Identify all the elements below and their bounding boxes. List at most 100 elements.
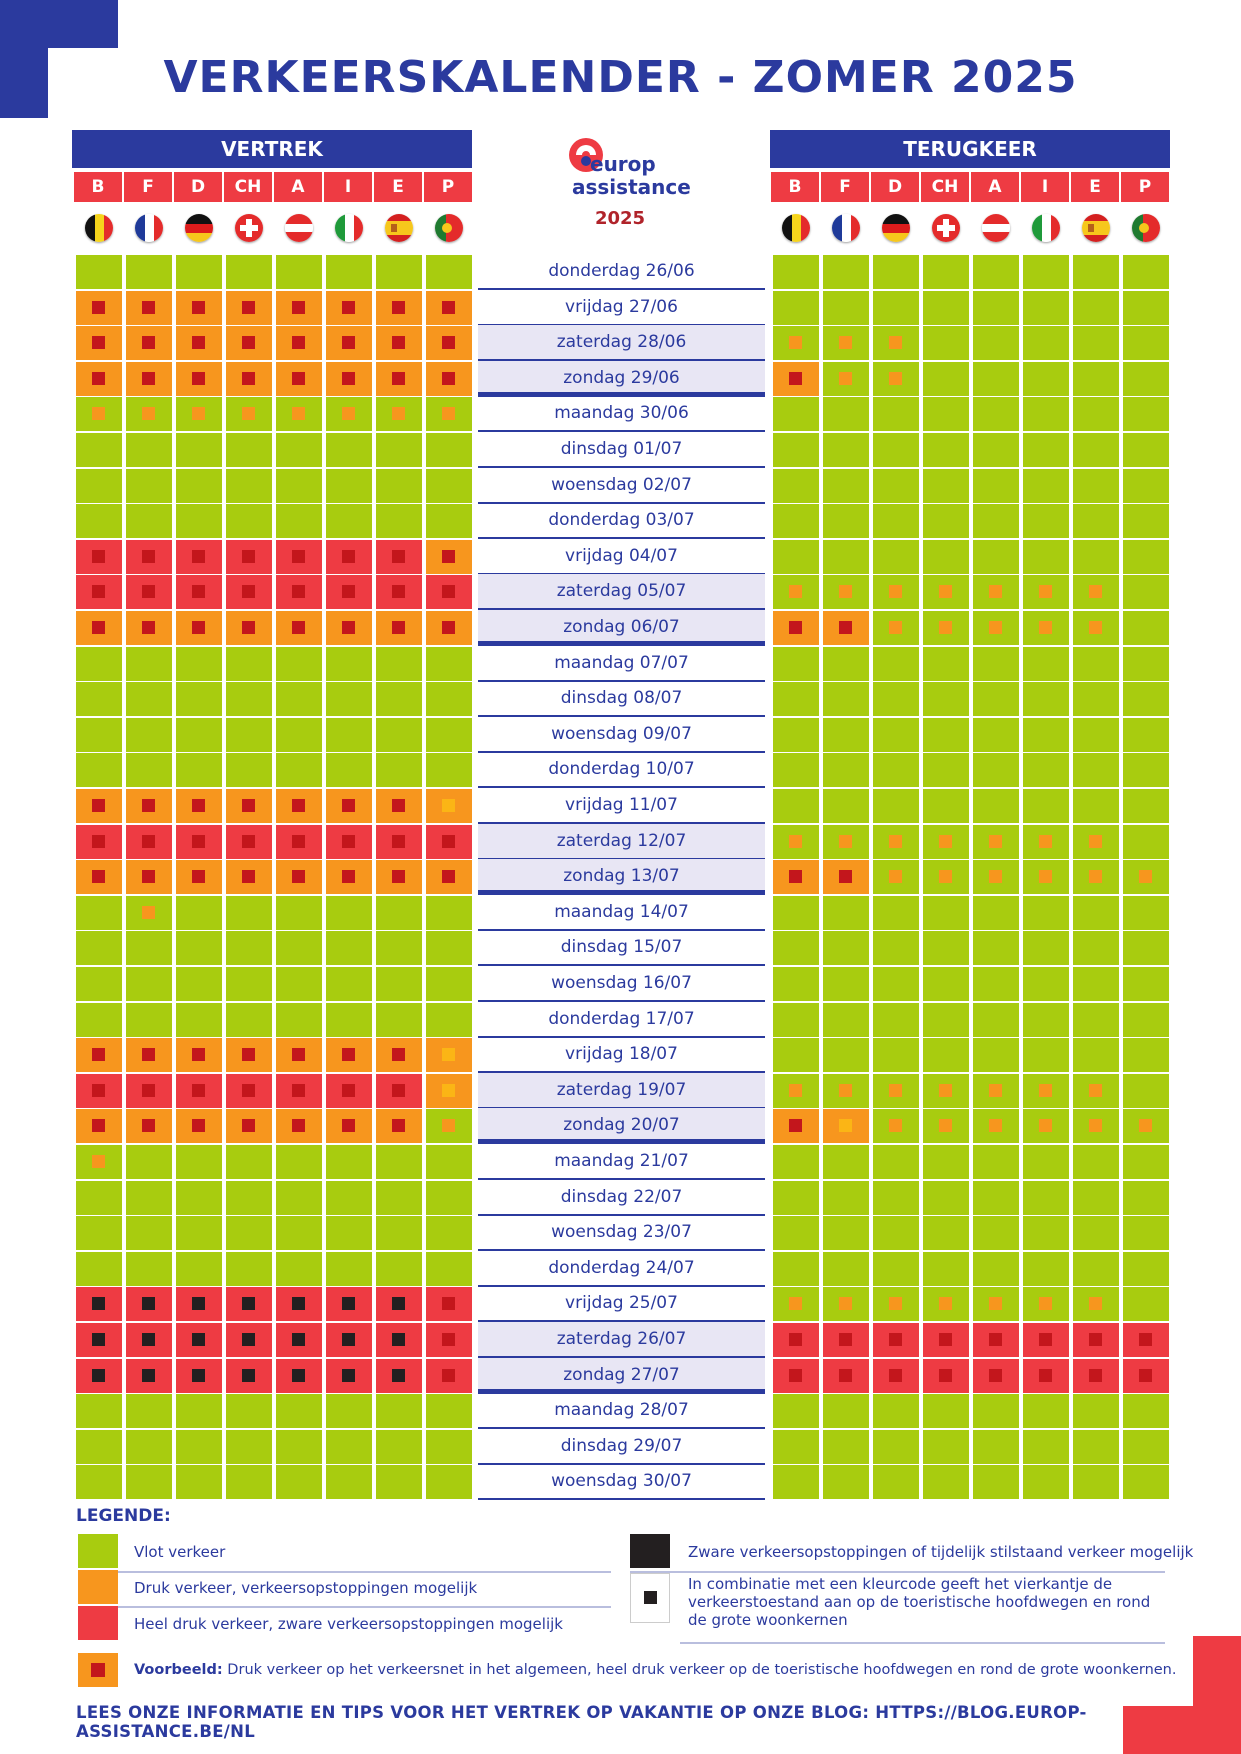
legend-combo-line: In combinatie met een kleurcode geeft he… [688,1575,1113,1593]
return-traffic-cell [923,362,969,396]
traffic-square-marker [392,550,405,563]
traffic-square-marker [242,1119,255,1132]
departure-traffic-cell [326,718,372,752]
traffic-square-marker [989,1333,1002,1346]
return-traffic-cell [1123,397,1169,431]
square-marker-icon [644,1591,657,1604]
departure-traffic-cell [226,1181,272,1215]
return-header: TERUGKEER [770,130,1170,168]
return-traffic-cell [873,540,919,574]
return-traffic-cell [1023,575,1069,609]
traffic-square-marker [392,301,405,314]
traffic-square-marker [92,799,105,812]
departure-traffic-cell [176,575,222,609]
traffic-square-marker [889,1119,902,1132]
return-traffic-cell [1123,255,1169,289]
departure-traffic-cell [276,1430,322,1464]
departure-traffic-cell [226,540,272,574]
return-traffic-cell [1023,825,1069,859]
departure-traffic-cell [76,1181,122,1215]
legend-swatch-example [78,1653,118,1687]
departure-traffic-cell [376,1216,422,1250]
traffic-square-marker [342,870,355,883]
return-traffic-cell [823,397,869,431]
return-traffic-cell [923,1038,969,1072]
date-label: zondag 29/06 [478,361,765,397]
date-label: maandag 30/06 [478,396,765,432]
departure-traffic-cell [376,860,422,894]
departure-traffic-cell [176,1465,222,1499]
departure-traffic-cell [276,967,322,1001]
return-traffic-cell [923,433,969,467]
traffic-square-marker [939,621,952,634]
return-traffic-cell [1023,1430,1069,1464]
return-traffic-cell [1023,1003,1069,1037]
legend-label-green: Vlot verkeer [134,1543,226,1561]
return-traffic-cell [973,433,1019,467]
departure-traffic-cell [126,1145,172,1179]
departure-traffic-cell [126,433,172,467]
return-traffic-cell [923,611,969,645]
switzerland-flag-icon [932,214,960,242]
departure-traffic-cell [76,326,122,360]
traffic-square-marker [392,1333,405,1346]
return-traffic-cell [923,1430,969,1464]
departure-traffic-cell [326,1465,372,1499]
return-traffic-cell [873,397,919,431]
departure-traffic-cell [176,362,222,396]
departure-traffic-cell [276,540,322,574]
return-traffic-cell [773,1465,819,1499]
logo-text: europ [590,152,656,176]
traffic-square-marker [242,621,255,634]
return-traffic-cell [1123,504,1169,538]
return-traffic-cell [923,326,969,360]
departure-traffic-cell [326,1109,372,1143]
traffic-square-marker [789,1333,802,1346]
return-traffic-cell [1073,1003,1119,1037]
return-traffic-cell [1123,647,1169,681]
return-traffic-cell [923,825,969,859]
return-traffic-cell [773,718,819,752]
departure-traffic-cell [326,860,372,894]
departure-traffic-cell [276,1216,322,1250]
traffic-square-marker [192,550,205,563]
departure-traffic-cell [126,789,172,823]
return-traffic-cell [823,931,869,965]
return-traffic-cell [923,931,969,965]
departure-traffic-cell [226,1323,272,1357]
traffic-square-marker [442,1369,455,1382]
traffic-square-marker [789,336,802,349]
traffic-square-marker [192,799,205,812]
date-label: zaterdag 12/07 [478,824,765,860]
traffic-square-marker [92,407,105,420]
traffic-square-marker [1089,621,1102,634]
return-traffic-cell [973,575,1019,609]
return-traffic-cell [873,433,919,467]
departure-traffic-cell [126,967,172,1001]
return-traffic-cell [1023,1181,1069,1215]
legend-swatch-black [630,1534,670,1568]
traffic-square-marker [839,1119,852,1132]
traffic-square-marker [242,585,255,598]
traffic-square-marker [92,1119,105,1132]
departure-traffic-cell [426,682,472,716]
return-traffic-cell [823,575,869,609]
departure-traffic-cell [176,1287,222,1321]
return-traffic-cell [823,860,869,894]
departure-traffic-cell [176,255,222,289]
return-traffic-cell [923,1323,969,1357]
footer-blog-link[interactable]: LEES ONZE INFORMATIE EN TIPS VOOR HET VE… [76,1703,1087,1741]
date-label: maandag 07/07 [478,646,765,682]
departure-traffic-cell [276,682,322,716]
departure-traffic-cell [126,1465,172,1499]
departure-traffic-cell [426,753,472,787]
departure-traffic-cell [226,504,272,538]
return-traffic-cell [873,1038,919,1072]
traffic-square-marker [1139,1369,1152,1382]
traffic-square-marker [92,372,105,385]
traffic-square-marker [192,621,205,634]
traffic-square-marker [192,585,205,598]
traffic-square-marker [92,1155,105,1168]
legend-title: LEGENDE: [76,1506,171,1526]
departure-traffic-cell [426,326,472,360]
